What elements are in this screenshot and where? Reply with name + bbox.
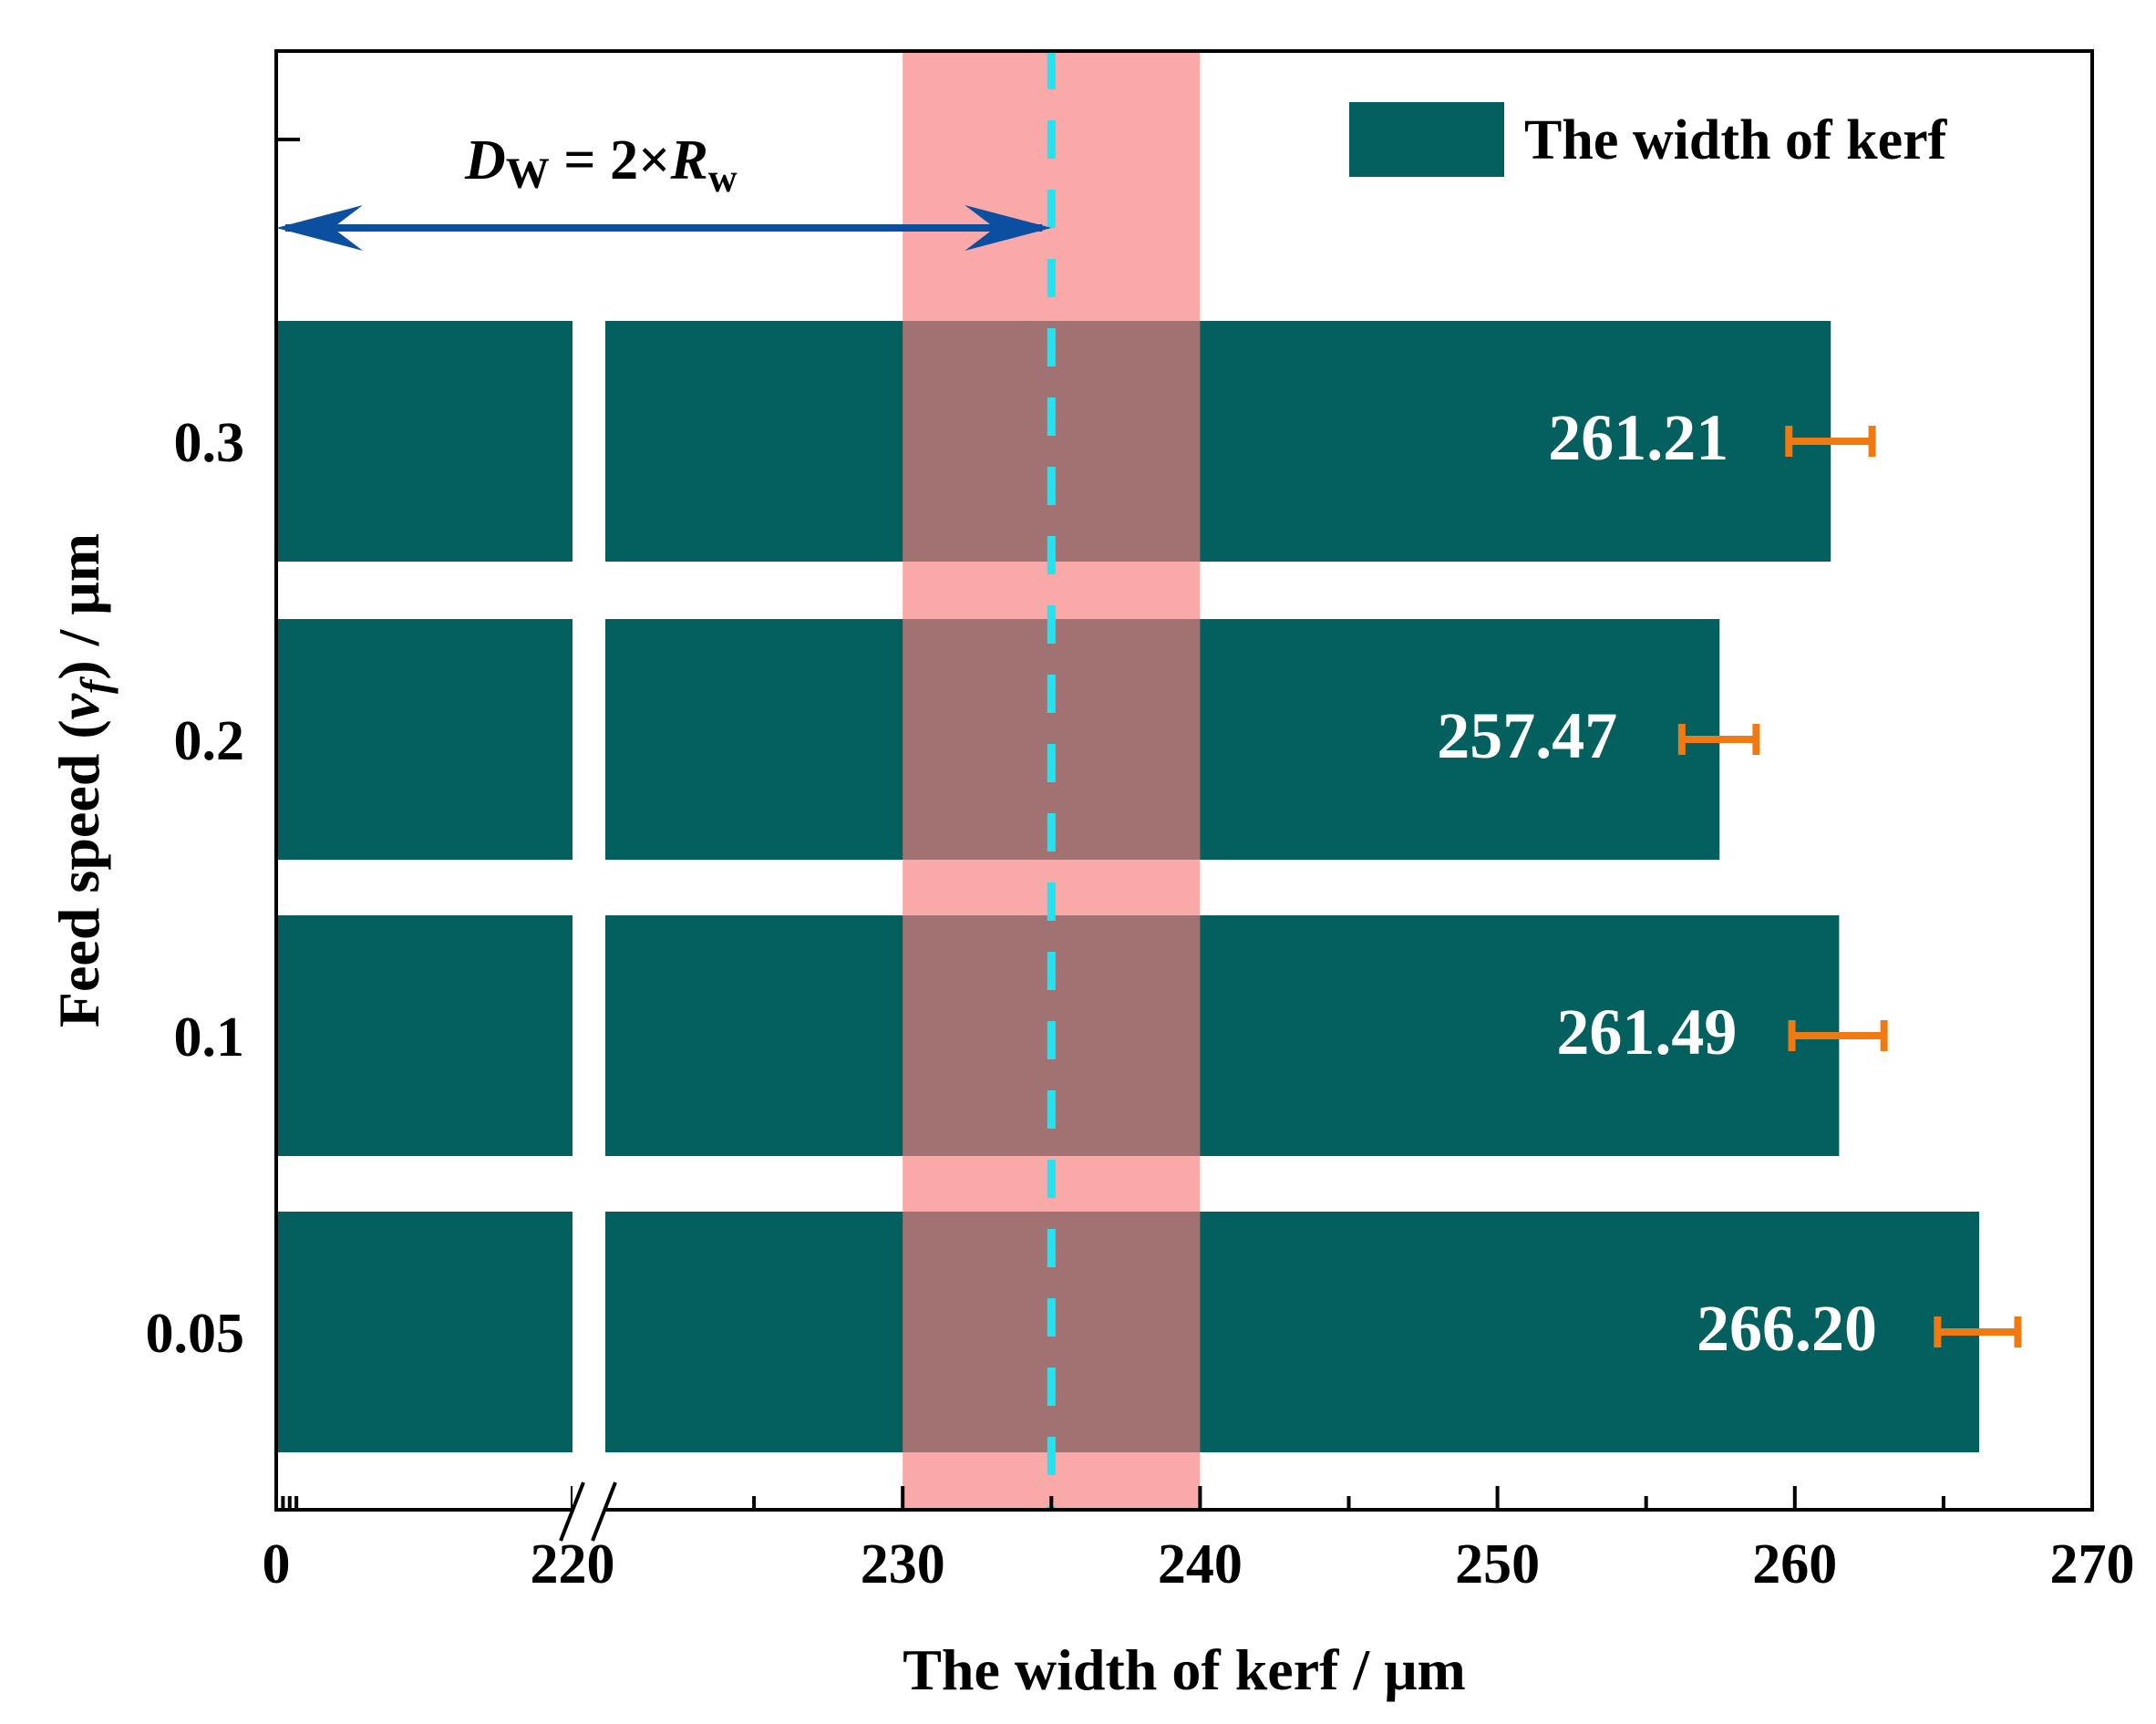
bar [605,321,1831,562]
bar-segment-left [276,321,573,562]
bar [605,915,1840,1156]
x-tick-label: 230 [861,1533,945,1595]
annotation-arrow-layer [276,205,1052,251]
x-tick-label: 270 [2050,1533,2135,1595]
x-tick-label: 250 [1455,1533,1540,1595]
axis-break-gap [573,1477,605,1541]
axis-break-mark-right [591,1481,617,1542]
arrowhead-left-icon [276,205,363,251]
x-tick-label: 0 [263,1533,291,1595]
legend-swatch [1349,102,1504,177]
plot-frame [274,49,2094,1512]
y-tick-label: 0.05 [146,1303,245,1365]
value-labels-layer: 266.20 261.49 257.47 261.21 [1437,401,1877,1365]
y-axis-title: Feed speed (vf) / μm [46,533,119,1027]
y-tick-label: 0.1 [174,1007,245,1068]
y-tick-label: 0.2 [174,710,245,772]
bar-segment-left [276,915,573,1156]
bar [605,1212,1980,1452]
axis-ticks-layer: 0.05 0.1 0.2 0.3 0 220 230 240 250 260 270 [146,138,2135,1595]
bar-value-label: 257.47 [1437,699,1617,772]
bar-value-label: 261.21 [1548,401,1728,474]
x-axis-title: The width of kerf / μm [903,1637,1466,1702]
x-tick-label: 240 [1158,1533,1243,1595]
error-bars-layer [1677,426,2022,1347]
legend-label: The width of kerf [1524,109,1948,171]
bar-segment-left [276,1212,573,1452]
bar-value-label: 266.20 [1697,1292,1877,1365]
axis-break-mark-left [559,1481,585,1542]
bar-segment-left [276,619,573,860]
bars-layer [276,321,1980,1452]
arrowhead-right-icon [965,205,1052,251]
annotation-formula: DW = 2×Rw [464,129,738,201]
bar-value-label: 261.49 [1556,996,1737,1068]
x-tick-label: 220 [531,1533,615,1595]
y-tick-label: 0.3 [174,412,245,474]
x-tick-label: 260 [1752,1533,1837,1595]
